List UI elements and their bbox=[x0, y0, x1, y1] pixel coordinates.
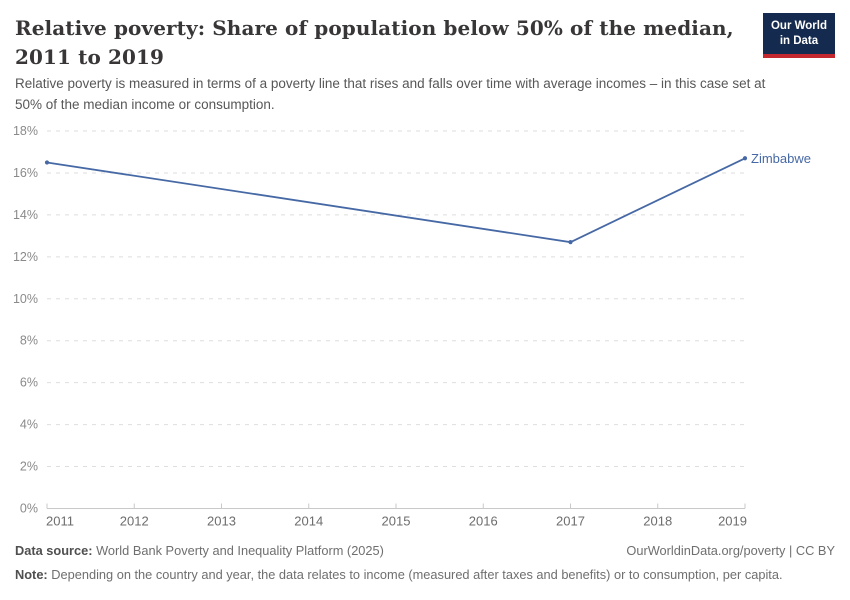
y-axis-tick-label: 12% bbox=[13, 250, 38, 264]
footer-note-row: Note: Depending on the country and year,… bbox=[15, 566, 835, 585]
y-axis-tick-label: 0% bbox=[20, 502, 38, 516]
footer-source-row: Data source: World Bank Poverty and Ineq… bbox=[15, 542, 835, 561]
owid-logo-line2: in Data bbox=[779, 34, 819, 47]
owid-logo-line1: Our World bbox=[770, 20, 827, 32]
x-axis-tick-label: 2011 bbox=[46, 514, 74, 529]
owid-license-link[interactable]: OurWorldinData.org/poverty | CC BY bbox=[626, 543, 835, 558]
x-axis-tick-label: 2018 bbox=[643, 514, 672, 529]
line-chart: 0% 2% 4% 6% 8% 10% 12% 14% 16% 18% 2011 2012 2013 201… bbox=[13, 124, 811, 529]
chart-subtitle: Relative poverty is measured in terms of… bbox=[15, 76, 766, 112]
data-source: Data source: World Bank Poverty and Ineq… bbox=[15, 542, 384, 561]
data-point[interactable] bbox=[742, 156, 748, 161]
y-axis-tick-label: 14% bbox=[13, 208, 38, 222]
y-axis-tick-label: 10% bbox=[13, 292, 38, 306]
x-axis-tick-label: 2017 bbox=[556, 514, 585, 529]
data-point[interactable] bbox=[568, 240, 573, 245]
x-axis-tick-label: 2012 bbox=[120, 514, 149, 529]
y-axis-tick-label: 18% bbox=[13, 124, 38, 138]
chart-title: Relative poverty: Share of population be… bbox=[15, 16, 734, 69]
chart-footer: Data source: World Bank Poverty and Ineq… bbox=[15, 542, 835, 584]
x-axis-tick-label: 2019 bbox=[718, 514, 747, 529]
owid-logo: Our World in Data bbox=[762, 13, 835, 58]
y-axis-tick-label: 2% bbox=[20, 460, 38, 474]
x-axis-tick-label: 2016 bbox=[469, 514, 498, 529]
series-line-zimbabwe[interactable] bbox=[46, 157, 746, 244]
chart-area: 0% 2% 4% 6% 8% 10% 12% 14% 16% 18% 2011 2012 2013 201… bbox=[0, 118, 850, 543]
data-source-label: Data source: bbox=[15, 543, 93, 558]
x-axis-tick-label: 2015 bbox=[382, 514, 411, 529]
series-end-label[interactable]: Zimbabwe bbox=[751, 151, 811, 166]
note-text: Depending on the country and year, the d… bbox=[47, 566, 783, 582]
note-label: Note: bbox=[15, 566, 48, 582]
data-point[interactable] bbox=[44, 160, 50, 165]
data-source-text: World Bank Poverty and Inequality Platfo… bbox=[92, 543, 384, 558]
y-axis-tick-label: 6% bbox=[20, 376, 38, 390]
y-axis-tick-label: 4% bbox=[20, 418, 38, 432]
x-axis-tick-label: 2014 bbox=[294, 514, 323, 529]
x-axis-tick-label: 2013 bbox=[207, 514, 236, 529]
y-axis-tick-label: 8% bbox=[20, 334, 38, 348]
y-axis-tick-label: 16% bbox=[13, 166, 38, 180]
